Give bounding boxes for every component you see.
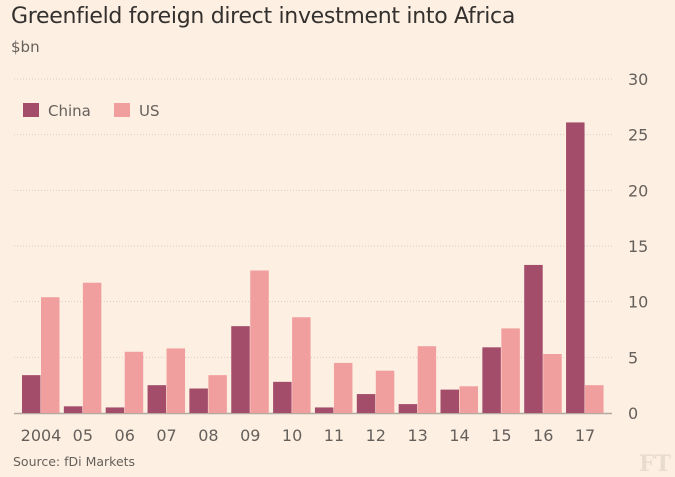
bar-us-07 <box>166 348 186 413</box>
x-tick-label: 14 <box>449 426 469 445</box>
bar-us-06 <box>124 351 144 413</box>
bar-china-13 <box>398 404 418 413</box>
x-tick-label: 2004 <box>21 426 62 445</box>
x-tick-label: 11 <box>324 426 344 445</box>
x-tick-label: 17 <box>575 426 595 445</box>
bar-us-05 <box>82 282 102 413</box>
y-tick-label: 25 <box>628 126 648 145</box>
chart-subtitle: $bn <box>11 38 40 56</box>
x-tick-label: 13 <box>407 426 427 445</box>
legend-label-us: US <box>139 102 160 120</box>
bar-china-15 <box>482 347 501 413</box>
bar-us-2004 <box>41 297 60 413</box>
bar-us-15 <box>501 328 520 413</box>
bar-china-17 <box>566 122 585 414</box>
y-tick-label: 15 <box>628 237 648 256</box>
y-axis: 0 5 10 15 20 25 30 <box>628 70 648 423</box>
bar-china-05 <box>63 406 83 413</box>
bar-china-2004 <box>22 375 41 413</box>
y-tick-label: 30 <box>628 70 648 89</box>
x-tick-label: 09 <box>240 426 260 445</box>
legend-swatch-china <box>23 103 39 117</box>
x-tick-label: 05 <box>73 426 93 445</box>
x-tick-label: 08 <box>198 426 218 445</box>
bar-china-06 <box>105 407 125 413</box>
bar-us-16 <box>543 353 562 413</box>
bar-us-12 <box>375 370 395 413</box>
x-tick-label: 10 <box>282 426 302 445</box>
bar-china-08 <box>189 388 208 413</box>
y-tick-label: 0 <box>628 404 638 423</box>
legend-label-china: China <box>48 102 91 120</box>
legend-swatch-us <box>114 103 130 117</box>
bar-us-17 <box>585 385 604 413</box>
bars <box>22 122 604 414</box>
x-axis: 2004 05 06 07 08 09 10 11 12 13 14 15 16 17 <box>21 426 596 445</box>
x-tick-label: 07 <box>156 426 176 445</box>
y-tick-label: 10 <box>628 293 648 312</box>
bar-us-14 <box>459 386 478 413</box>
bar-china-09 <box>231 326 250 413</box>
gridlines <box>14 78 612 415</box>
source-note: Source: fDi Markets <box>13 454 136 469</box>
bar-us-10 <box>292 317 311 413</box>
legend: China US <box>23 102 160 120</box>
bar-china-10 <box>273 381 292 413</box>
bar-china-12 <box>356 394 376 413</box>
y-tick-label: 20 <box>628 181 648 200</box>
bar-china-11 <box>314 407 334 413</box>
bar-china-14 <box>440 389 459 413</box>
chart-title: Greenfield foreign direct investment int… <box>11 4 515 29</box>
x-tick-label: 16 <box>533 426 553 445</box>
bar-us-08 <box>208 375 227 413</box>
bar-us-09 <box>250 270 269 413</box>
y-tick-label: 5 <box>628 348 638 367</box>
bar-us-11 <box>333 362 353 413</box>
x-tick-label: 15 <box>491 426 511 445</box>
bar-china-16 <box>524 264 543 413</box>
x-tick-label: 12 <box>366 426 386 445</box>
bar-china-07 <box>147 385 167 413</box>
bar-us-13 <box>417 346 437 413</box>
ft-logo: FT <box>639 451 671 477</box>
x-tick-label: 06 <box>115 426 135 445</box>
